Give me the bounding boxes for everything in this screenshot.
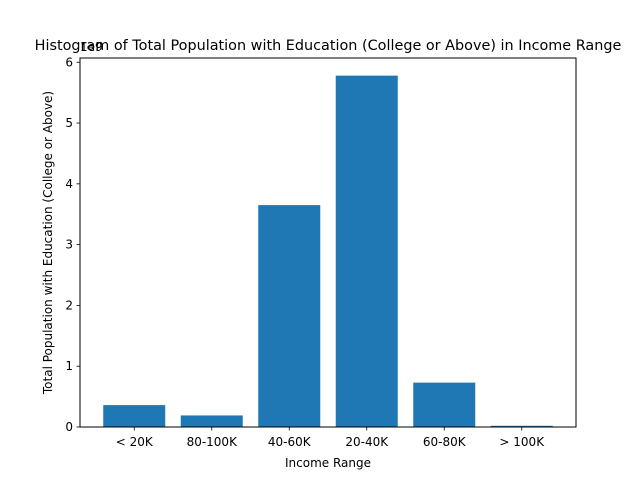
x-tick-label-0: < 20K	[116, 435, 154, 449]
y-axis-offset-label: 1e9	[80, 40, 103, 54]
x-tick-label-3: 20-40K	[345, 435, 389, 449]
bar-4	[413, 382, 476, 427]
x-axis-label: Income Range	[285, 456, 371, 470]
x-tick-label-1: 80-100K	[187, 435, 239, 449]
plot-frame	[79, 57, 577, 428]
y-tick-label-2: 2	[65, 298, 73, 312]
y-tick-label-5: 5	[65, 116, 73, 130]
bar-5	[490, 425, 553, 427]
x-axis-ticks: < 20K 80-100K 40-60K 20-40K 60-80K > 100K	[116, 427, 545, 449]
y-axis-label: Total Population with Education (College…	[41, 91, 55, 395]
y-tick-label-6: 6	[65, 55, 73, 69]
y-tick-label-3: 3	[65, 238, 73, 252]
y-axis-ticks: 0 1 2 3 4 5 6	[65, 55, 80, 434]
x-tick-label-4: 60-80K	[423, 435, 467, 449]
x-tick-label-2: 40-60K	[268, 435, 312, 449]
y-tick-label-1: 1	[65, 359, 73, 373]
bar-2	[258, 205, 321, 427]
bar-1	[180, 415, 243, 427]
bars-group	[103, 75, 553, 427]
x-tick-label-5: > 100K	[499, 435, 545, 449]
y-tick-label-0: 0	[65, 420, 73, 434]
y-tick-label-4: 4	[65, 177, 73, 191]
bar-0	[103, 405, 166, 427]
chart-title: Histogram of Total Population with Educa…	[35, 38, 622, 54]
bar-3	[335, 75, 398, 427]
